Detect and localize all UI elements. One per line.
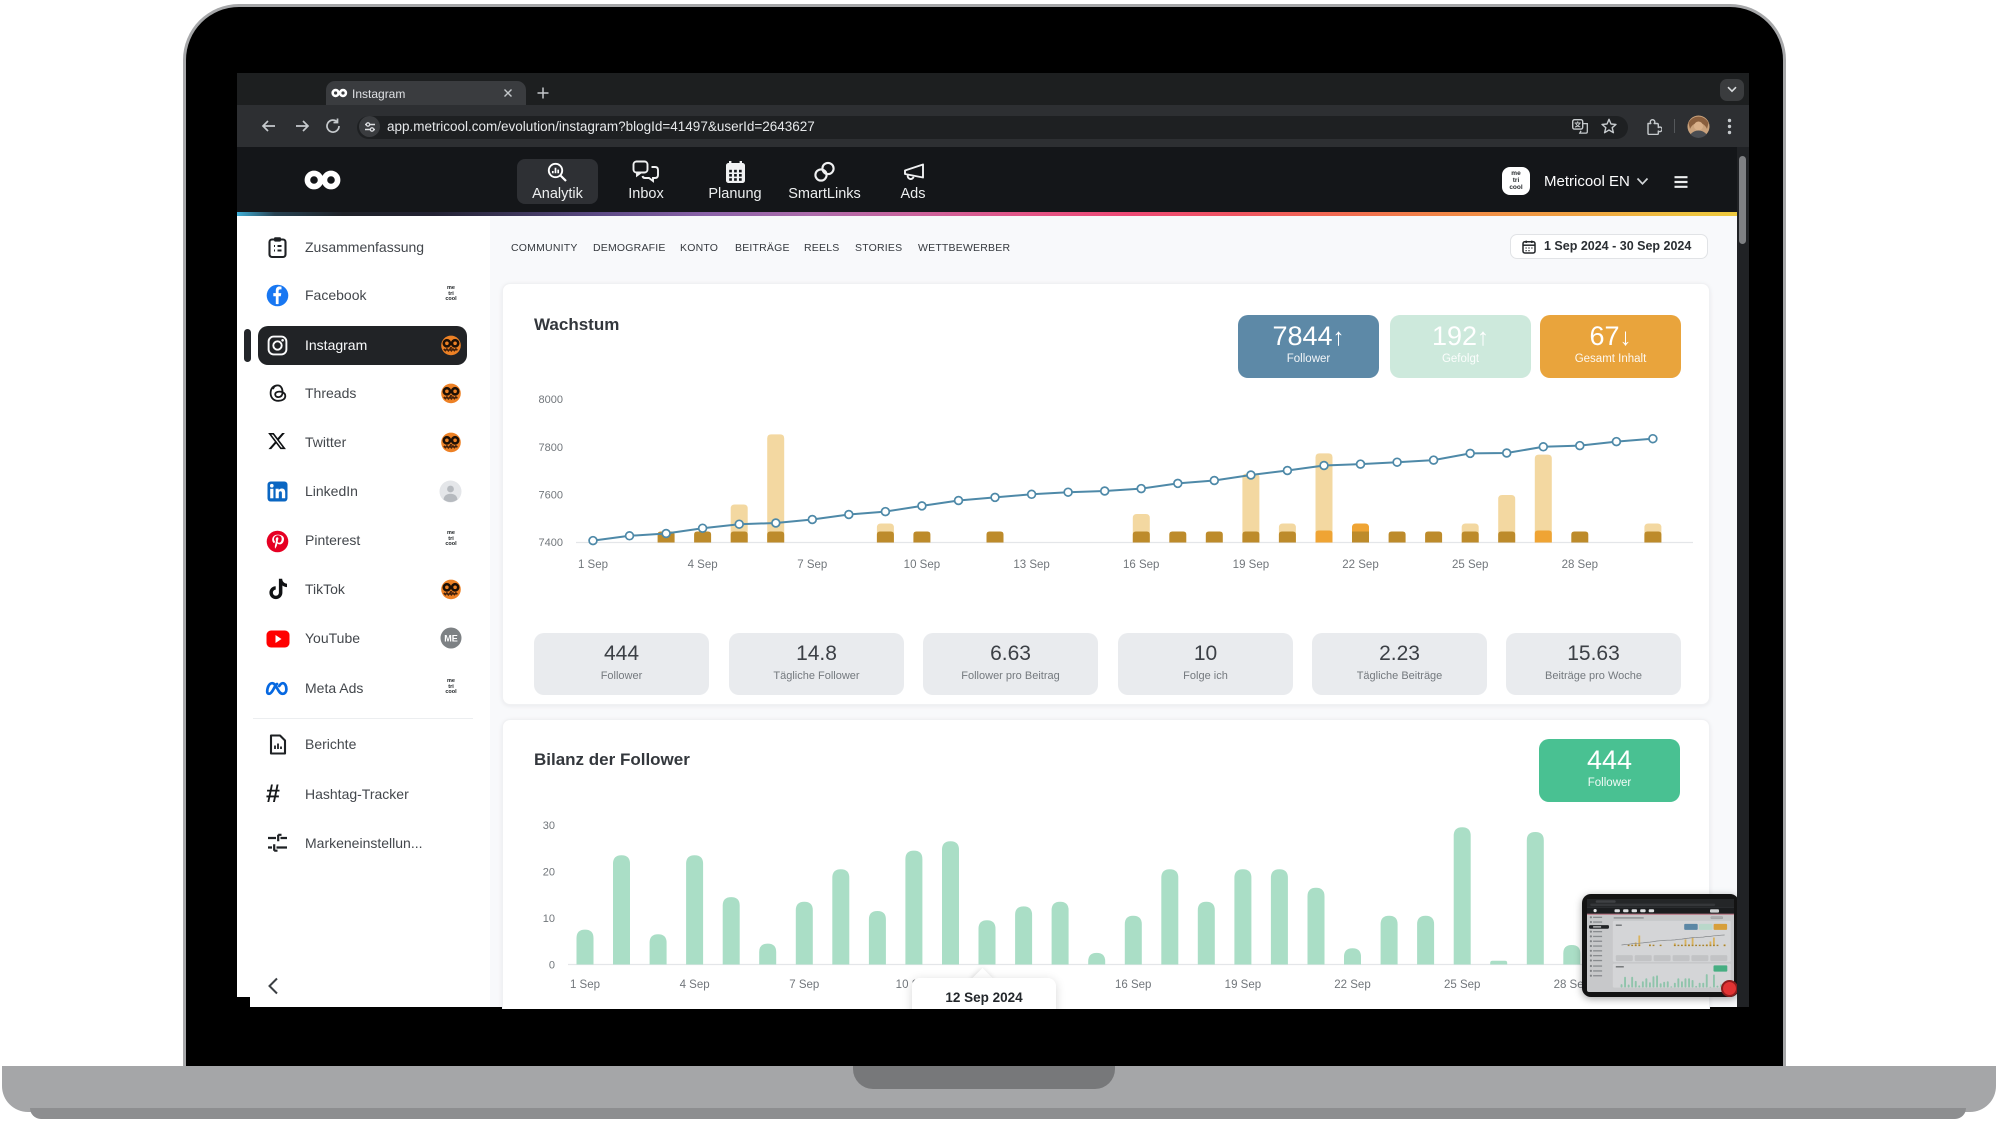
svg-text:7 Sep: 7 Sep [789,979,819,991]
svg-text:4 Sep: 4 Sep [680,979,710,991]
svg-text:7 Sep: 7 Sep [797,559,827,571]
svg-text:4 Sep: 4 Sep [688,559,718,571]
svg-text:1 Sep: 1 Sep [578,559,608,571]
svg-text:22 Sep: 22 Sep [1334,979,1370,991]
svg-text:20: 20 [543,867,555,879]
svg-text:ME: ME [444,634,458,644]
svg-text:1 Sep: 1 Sep [570,979,600,991]
svg-text:16 Sep: 16 Sep [1123,559,1159,571]
svg-text:10: 10 [543,913,555,925]
svg-text:25 Sep: 25 Sep [1452,559,1488,571]
svg-text:16 Sep: 16 Sep [1115,979,1151,991]
svg-text:28 Sep: 28 Sep [1562,559,1598,571]
svg-text:13 Sep: 13 Sep [1013,559,1049,571]
svg-text:19 Sep: 19 Sep [1233,559,1269,571]
svg-text:25 Sep: 25 Sep [1444,979,1480,991]
svg-text:10 Sep: 10 Sep [904,559,940,571]
svg-text:28 Sep: 28 Sep [1554,979,1590,991]
svg-text:0: 0 [549,960,555,972]
svg-text:7600: 7600 [539,490,563,502]
svg-text:30: 30 [543,820,555,832]
svg-text:7400: 7400 [539,537,563,549]
svg-text:8000: 8000 [539,394,563,406]
svg-text:22 Sep: 22 Sep [1342,559,1378,571]
svg-text:19 Sep: 19 Sep [1225,979,1261,991]
svg-text:7800: 7800 [539,442,563,454]
